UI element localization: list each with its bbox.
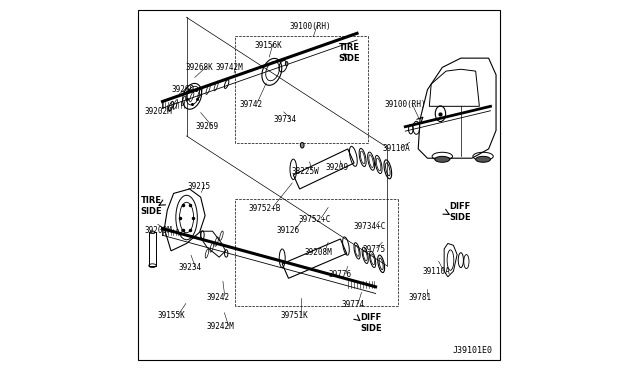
Text: 39269: 39269: [195, 122, 218, 131]
Text: TIRE: TIRE: [141, 196, 162, 205]
Text: 39202M: 39202M: [145, 108, 173, 116]
Text: 39208M: 39208M: [304, 248, 332, 257]
Text: 39209: 39209: [325, 163, 348, 172]
Ellipse shape: [285, 62, 288, 66]
Text: 38225W: 38225W: [291, 167, 319, 176]
Text: TIRE: TIRE: [339, 42, 360, 51]
Text: 39110A: 39110A: [423, 267, 451, 276]
Text: 39269: 39269: [172, 85, 195, 94]
Text: 39100(RH): 39100(RH): [385, 100, 426, 109]
Text: 39242M: 39242M: [206, 322, 234, 331]
Text: 39209M: 39209M: [145, 226, 173, 235]
Text: 39126: 39126: [277, 226, 300, 235]
Bar: [148, 232, 156, 266]
Ellipse shape: [476, 156, 490, 162]
Text: SIDE: SIDE: [141, 208, 162, 217]
Text: 39781: 39781: [408, 293, 431, 302]
Text: 39742M: 39742M: [215, 63, 243, 72]
Text: 39775: 39775: [362, 244, 385, 253]
Text: 39734: 39734: [273, 115, 296, 124]
Text: DIFF: DIFF: [360, 313, 382, 322]
Text: 39734+C: 39734+C: [354, 222, 386, 231]
Text: 39752+C: 39752+C: [298, 215, 331, 224]
Ellipse shape: [300, 142, 304, 148]
Text: SIDE: SIDE: [360, 324, 382, 333]
Text: 39776: 39776: [329, 270, 352, 279]
Text: SIDE: SIDE: [338, 54, 360, 62]
Ellipse shape: [150, 231, 155, 234]
Text: 39155K: 39155K: [158, 311, 186, 320]
Text: 39215: 39215: [188, 182, 211, 190]
Text: 39242: 39242: [207, 293, 230, 302]
Text: 39751K: 39751K: [280, 311, 308, 320]
Ellipse shape: [435, 156, 450, 162]
Text: J39101E0: J39101E0: [452, 346, 492, 355]
Text: 39234: 39234: [179, 263, 202, 272]
Text: 39742: 39742: [240, 100, 263, 109]
Text: 39110A: 39110A: [382, 144, 410, 153]
Text: DIFF: DIFF: [449, 202, 470, 211]
Text: 39268K: 39268K: [186, 63, 213, 72]
Text: SIDE: SIDE: [449, 213, 471, 222]
Text: 39100(RH): 39100(RH): [290, 22, 332, 31]
Text: 39156K: 39156K: [254, 41, 282, 50]
Text: 39774: 39774: [342, 300, 365, 309]
Text: 39752+B: 39752+B: [248, 204, 280, 213]
